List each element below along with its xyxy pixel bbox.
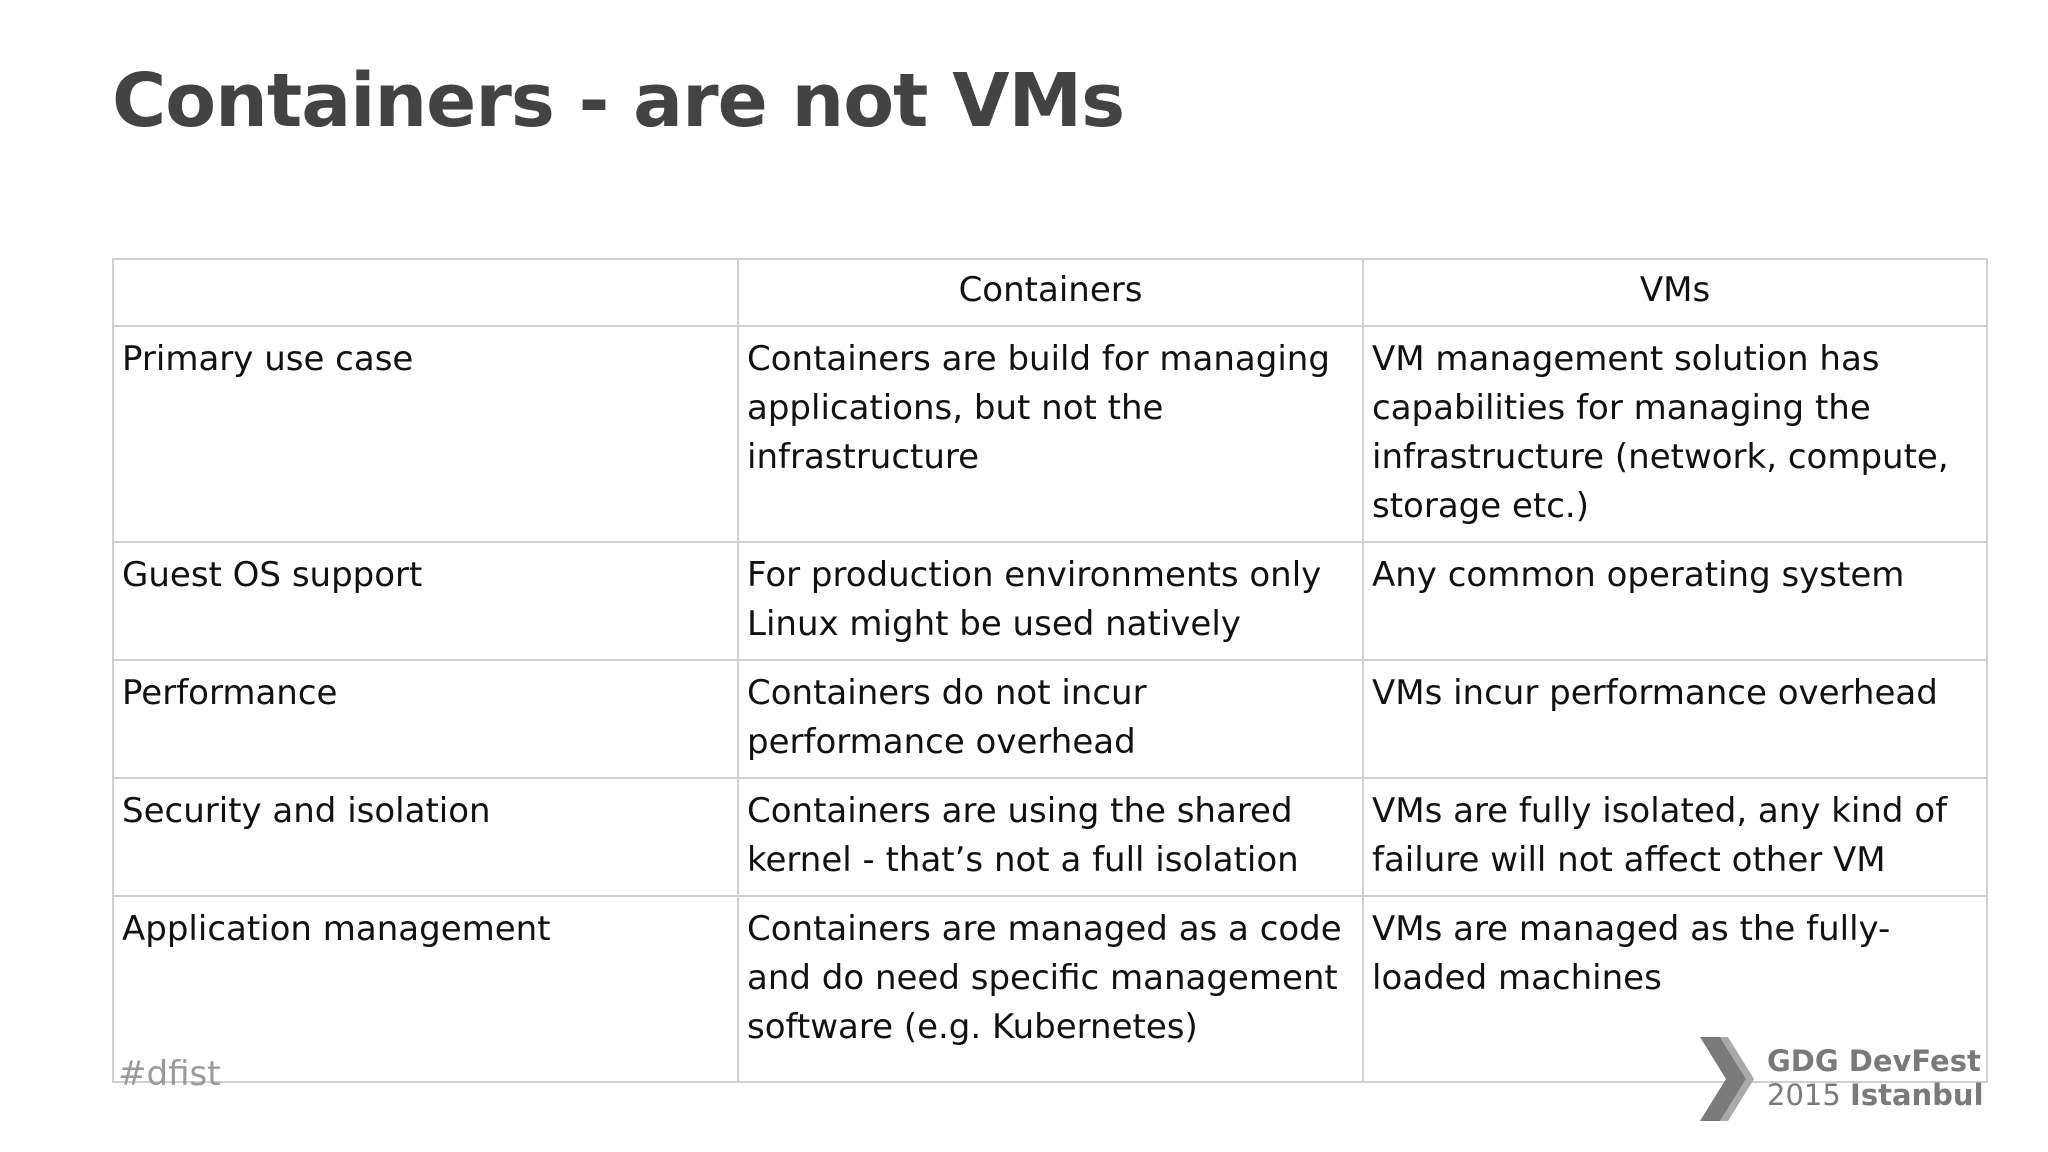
row-label: Application management <box>112 895 739 1083</box>
row-label: Guest OS support <box>112 541 739 661</box>
vms-cell: VMs incur performance overhead <box>1362 659 1988 779</box>
row-label: Primary use case <box>112 325 739 543</box>
table-header-row: Containers VMs <box>112 258 1988 327</box>
logo-year-city: 2015 Istanbul <box>1767 1078 1984 1112</box>
table-row: Security and isolation Containers are us… <box>112 777 1988 897</box>
logo-event-name: GDG DevFest <box>1767 1044 1981 1078</box>
header-cell-containers: Containers <box>737 258 1364 327</box>
row-label: Performance <box>112 659 739 779</box>
header-cell-vms: VMs <box>1362 258 1988 327</box>
logo-year: 2015 <box>1767 1078 1841 1112</box>
hashtag-footer: #dfist <box>118 1054 221 1094</box>
containers-cell: For production environments only Linux m… <box>737 541 1364 661</box>
row-label: Security and isolation <box>112 777 739 897</box>
vms-cell: VM management solution has capabilities … <box>1362 325 1988 543</box>
vms-cell: VMs are managed as the fully-loaded mach… <box>1362 895 1988 1083</box>
containers-cell: Containers do not incur performance over… <box>737 659 1364 779</box>
table-row: Guest OS support For production environm… <box>112 541 1988 661</box>
header-cell-empty <box>112 258 739 327</box>
table-row: Performance Containers do not incur perf… <box>112 659 1988 779</box>
table-row: Application management Containers are ma… <box>112 895 1988 1083</box>
containers-cell: Containers are managed as a code and do … <box>737 895 1364 1083</box>
table-row: Primary use case Containers are build fo… <box>112 325 1988 543</box>
chevron-logo-icon <box>1700 1037 1754 1121</box>
slide-title: Containers - are not VMs <box>112 58 1125 144</box>
comparison-table: Containers VMs Primary use case Containe… <box>112 258 1988 1083</box>
vms-cell: Any common operating system <box>1362 541 1988 661</box>
containers-cell: Containers are build for managing applic… <box>737 325 1364 543</box>
vms-cell: VMs are fully isolated, any kind of fail… <box>1362 777 1988 897</box>
containers-cell: Containers are using the shared kernel -… <box>737 777 1364 897</box>
logo-city: Istanbul <box>1850 1078 1984 1112</box>
gdg-devfest-logo: GDG DevFest 2015 Istanbul <box>1696 1034 1984 1124</box>
